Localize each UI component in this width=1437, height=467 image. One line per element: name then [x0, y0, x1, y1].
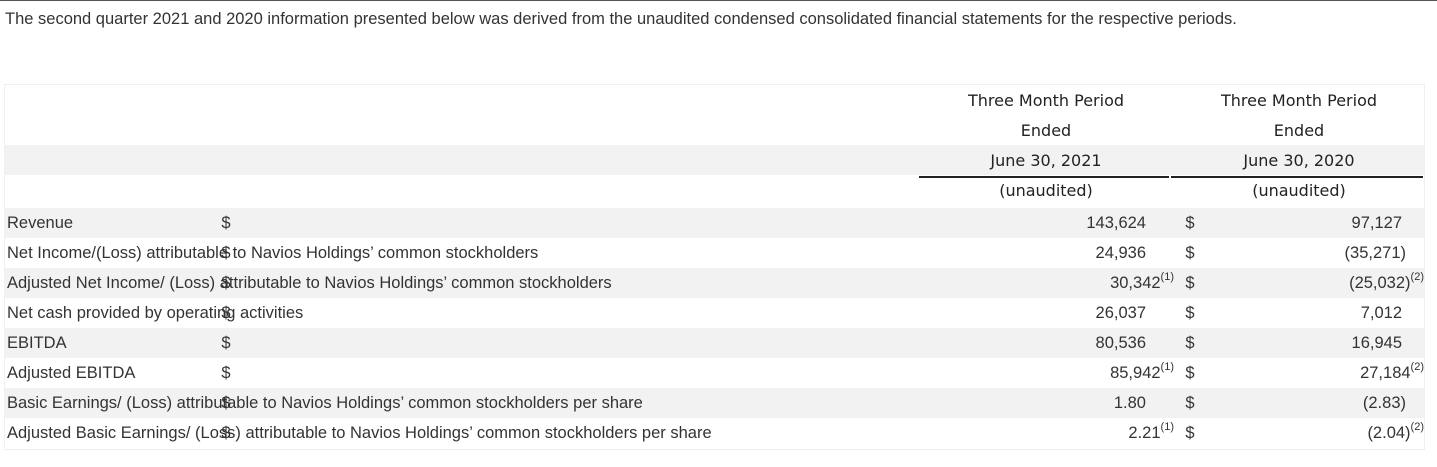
currency-symbol: $	[221, 424, 231, 442]
value-2020: (2.04)(2)	[1367, 420, 1424, 442]
currency-symbol: $	[1185, 334, 1195, 352]
currency-symbol: $	[221, 334, 231, 352]
column-header-line: (unaudited)	[1252, 181, 1346, 200]
value-2020: (2.83)	[1362, 394, 1406, 412]
value-2021: 1.80	[1113, 394, 1146, 412]
currency-symbol: $	[221, 304, 231, 322]
header-underline-2021	[919, 176, 1169, 178]
currency-symbol: $	[221, 244, 231, 262]
row-label: Adjusted Net Income/ (Loss) attributable…	[7, 274, 612, 292]
row-label: Net Income/(Loss) attributable to Navios…	[7, 244, 539, 262]
row-label: Adjusted EBITDA	[7, 364, 136, 382]
column-header-line: (unaudited)	[999, 181, 1093, 200]
column-header-line: June 30, 2020	[1243, 151, 1355, 170]
table-row: Basic Earnings/ (Loss) attributable to N…	[5, 388, 1424, 418]
row-band	[5, 388, 1424, 418]
row-label: Adjusted Basic Earnings/ (Loss) attribut…	[7, 424, 712, 442]
currency-symbol: $	[1185, 364, 1195, 382]
table-row: Net Income/(Loss) attributable to Navios…	[5, 238, 1424, 268]
table-row: EBITDA $ 80,536 $ 16,945	[5, 328, 1424, 358]
value-2021: 80,536	[1095, 334, 1146, 352]
header-band	[5, 145, 1424, 175]
currency-symbol: $	[221, 364, 231, 382]
top-divider	[0, 0, 1437, 1]
table-row: Revenue $ 143,624 $ 97,127	[5, 208, 1424, 238]
column-header-2020: Three Month Period Ended June 30, 2020 (…	[1169, 86, 1429, 206]
currency-symbol: $	[1185, 214, 1195, 232]
value-2021: 143,624	[1086, 214, 1146, 232]
intro-paragraph: The second quarter 2021 and 2020 informa…	[5, 10, 1237, 28]
row-label: Basic Earnings/ (Loss) attributable to N…	[7, 394, 643, 412]
currency-symbol: $	[221, 274, 231, 292]
value-2020: 27,184(2)	[1360, 360, 1424, 382]
currency-symbol: $	[1185, 244, 1195, 262]
value-2020: (25,032)(2)	[1349, 270, 1424, 292]
table-row: Adjusted EBITDA $ 85,942(1) $ 27,184(2)	[5, 358, 1424, 388]
row-band	[5, 328, 1424, 358]
value-2021: 30,342(1)	[1110, 270, 1174, 292]
row-band	[5, 268, 1424, 298]
value-2020: 7,012	[1360, 304, 1402, 322]
column-header-2021: Three Month Period Ended June 30, 2021 (…	[916, 86, 1176, 206]
value-2020: 97,127	[1351, 214, 1402, 232]
table-row: Net cash provided by operating activitie…	[5, 298, 1424, 328]
column-header-line: June 30, 2021	[990, 151, 1102, 170]
row-label: EBITDA	[7, 334, 67, 352]
value-2021: 2.21(1)	[1128, 420, 1174, 442]
value-2021: 24,936	[1095, 244, 1146, 262]
column-header-line: Ended	[1273, 121, 1325, 140]
table-row: Adjusted Net Income/ (Loss) attributable…	[5, 268, 1424, 298]
row-label: Revenue	[7, 214, 74, 232]
value-2020: 16,945	[1351, 334, 1402, 352]
table-row: Adjusted Basic Earnings/ (Loss) attribut…	[5, 418, 1424, 448]
value-2021: 26,037	[1095, 304, 1146, 322]
currency-symbol: $	[221, 214, 231, 232]
financial-table: Three Month Period Ended June 30, 2021 (…	[4, 84, 1425, 450]
row-band	[5, 208, 1424, 238]
column-header-line: Ended	[1020, 121, 1072, 140]
column-header-line: Three Month Period	[967, 91, 1125, 110]
value-2021: 85,942(1)	[1110, 360, 1174, 382]
currency-symbol: $	[1185, 274, 1195, 292]
currency-symbol: $	[1185, 424, 1195, 442]
currency-symbol: $	[1185, 304, 1195, 322]
currency-symbol: $	[221, 394, 231, 412]
value-2020: (35,271)	[1344, 244, 1406, 262]
column-header-line: Three Month Period	[1220, 91, 1378, 110]
currency-symbol: $	[1185, 394, 1195, 412]
header-underline-2020	[1171, 176, 1423, 178]
row-label: Net cash provided by operating activitie…	[7, 304, 304, 322]
